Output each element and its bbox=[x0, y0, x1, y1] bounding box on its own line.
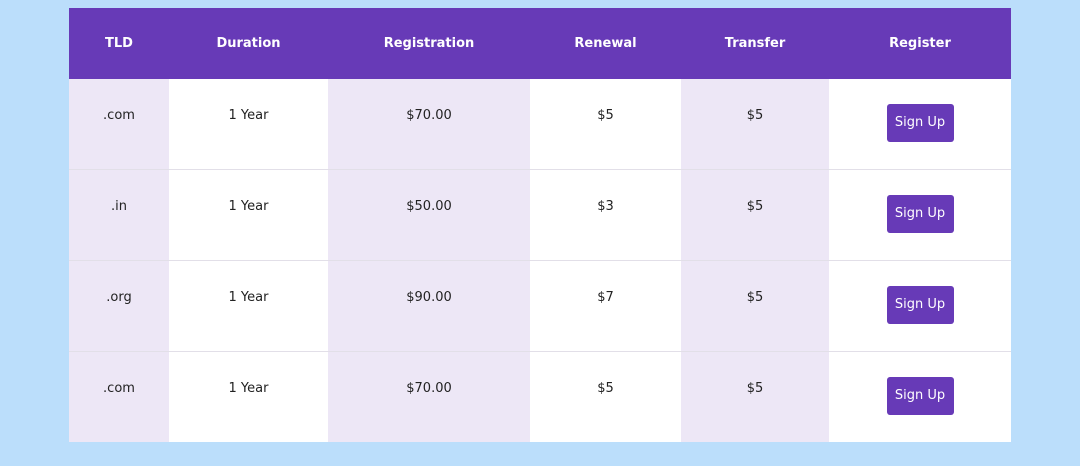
sign-up-button[interactable]: Sign Up bbox=[886, 286, 954, 324]
header-tld: TLD bbox=[69, 8, 169, 79]
header-registration: Registration bbox=[328, 8, 530, 79]
renewal-value: $5 bbox=[597, 108, 614, 123]
table-header-row: TLD Duration Registration Renewal Transf… bbox=[69, 8, 1011, 79]
cell-tld: .org bbox=[69, 260, 169, 352]
duration-value: 1 Year bbox=[228, 108, 269, 123]
cell-renewal: $3 bbox=[530, 169, 681, 261]
table-row: .org 1 Year $90.00 $7 $5 Sign Up bbox=[69, 260, 1011, 352]
cell-duration: 1 Year bbox=[169, 79, 328, 170]
cell-tld: .com bbox=[69, 79, 169, 170]
duration-value: 1 Year bbox=[228, 290, 269, 305]
registration-value: $70.00 bbox=[406, 381, 452, 396]
transfer-value: $5 bbox=[746, 199, 764, 214]
tld-value: .org bbox=[106, 290, 132, 305]
cell-register: Sign Up bbox=[829, 79, 1011, 170]
cell-registration: $70.00 bbox=[328, 79, 530, 170]
pricing-table: TLD Duration Registration Renewal Transf… bbox=[69, 8, 1011, 442]
header-duration: Duration bbox=[169, 8, 328, 79]
registration-value: $70.00 bbox=[406, 108, 452, 123]
tld-value: .com bbox=[103, 108, 135, 123]
table-row: .com 1 Year $70.00 $5 $5 Sign Up bbox=[69, 351, 1011, 442]
renewal-value: $3 bbox=[597, 199, 614, 214]
cell-renewal: $7 bbox=[530, 260, 681, 352]
duration-value: 1 Year bbox=[228, 199, 269, 214]
cell-transfer: $5 bbox=[681, 79, 829, 170]
transfer-value: $5 bbox=[746, 108, 764, 123]
cell-tld: .in bbox=[69, 169, 169, 261]
duration-value: 1 Year bbox=[228, 381, 269, 396]
cell-register: Sign Up bbox=[829, 351, 1011, 442]
cell-renewal: $5 bbox=[530, 79, 681, 170]
cell-register: Sign Up bbox=[829, 169, 1011, 261]
registration-value: $90.00 bbox=[406, 290, 452, 305]
sign-up-button[interactable]: Sign Up bbox=[886, 377, 954, 415]
sign-up-button[interactable]: Sign Up bbox=[886, 104, 954, 142]
table-row: .in 1 Year $50.00 $3 $5 Sign Up bbox=[69, 169, 1011, 261]
cell-registration: $90.00 bbox=[328, 260, 530, 352]
renewal-value: $5 bbox=[597, 381, 614, 396]
sign-up-button[interactable]: Sign Up bbox=[886, 195, 954, 233]
cell-transfer: $5 bbox=[681, 169, 829, 261]
renewal-value: $7 bbox=[597, 290, 614, 305]
transfer-value: $5 bbox=[746, 290, 764, 305]
registration-value: $50.00 bbox=[406, 199, 452, 214]
cell-duration: 1 Year bbox=[169, 260, 328, 352]
cell-transfer: $5 bbox=[681, 351, 829, 442]
header-transfer: Transfer bbox=[681, 8, 829, 79]
cell-duration: 1 Year bbox=[169, 351, 328, 442]
cell-tld: .com bbox=[69, 351, 169, 442]
header-register: Register bbox=[829, 8, 1011, 79]
cell-register: Sign Up bbox=[829, 260, 1011, 352]
table-row: .com 1 Year $70.00 $5 $5 Sign Up bbox=[69, 79, 1011, 170]
tld-value: .in bbox=[111, 199, 127, 214]
tld-value: .com bbox=[103, 381, 135, 396]
cell-transfer: $5 bbox=[681, 260, 829, 352]
cell-registration: $70.00 bbox=[328, 351, 530, 442]
transfer-value: $5 bbox=[746, 381, 764, 396]
cell-duration: 1 Year bbox=[169, 169, 328, 261]
cell-registration: $50.00 bbox=[328, 169, 530, 261]
header-renewal: Renewal bbox=[530, 8, 681, 79]
cell-renewal: $5 bbox=[530, 351, 681, 442]
